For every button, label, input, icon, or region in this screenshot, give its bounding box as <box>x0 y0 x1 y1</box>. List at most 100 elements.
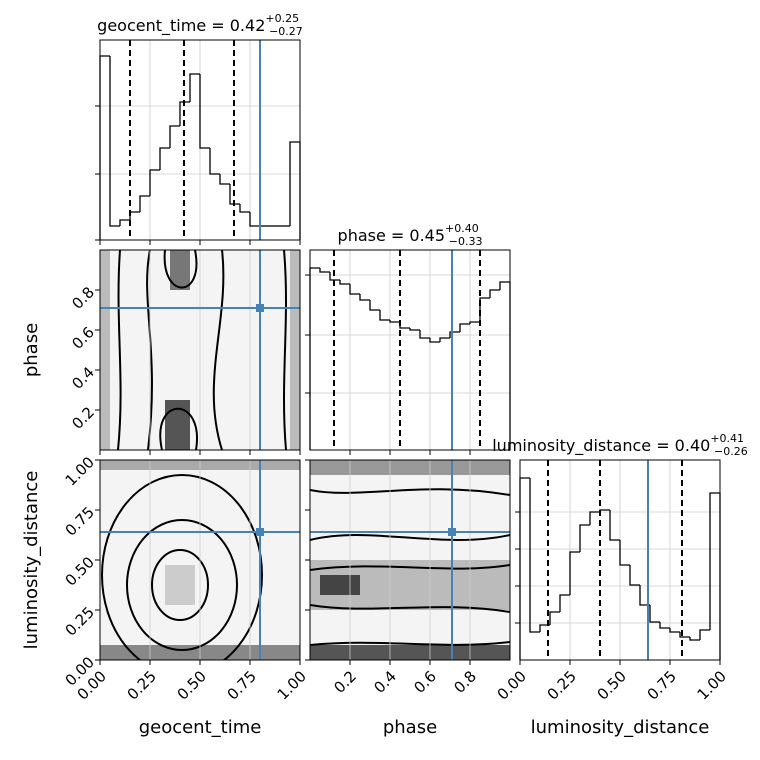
histogram-bin <box>699 629 710 640</box>
x-tick-label: 0.25 <box>124 667 160 703</box>
x-axis-label: phase <box>383 717 437 738</box>
y-tick-label: 1.00 <box>62 453 98 489</box>
histogram-bin <box>329 272 340 281</box>
histogram-bin <box>179 101 190 126</box>
histogram-bin <box>579 524 590 552</box>
histogram-bin <box>539 624 550 632</box>
x-tick-label: 1.00 <box>694 667 730 703</box>
x-tick-label: 0.00 <box>494 667 530 703</box>
histogram-bin <box>129 211 140 220</box>
histogram-bin <box>149 169 160 196</box>
histogram-bin <box>379 310 390 321</box>
x-tick-label: 0.50 <box>174 667 210 703</box>
panel-frame <box>99 39 301 241</box>
histogram-bin <box>159 147 170 170</box>
title-sub: −0.26 <box>714 445 748 458</box>
x-tick-label: 0.8 <box>450 667 480 697</box>
histogram-bin <box>359 294 370 301</box>
histogram-bin <box>339 280 350 285</box>
histogram-bin <box>209 148 220 175</box>
title-main: geocent_time = 0.42 <box>97 16 265 36</box>
histogram-bin <box>289 141 301 240</box>
histogram-bin <box>439 337 450 342</box>
panel-frame <box>519 459 721 661</box>
histogram-bin <box>229 184 240 205</box>
x-tick-label: 0.4 <box>370 667 400 697</box>
histogram-bin <box>419 330 430 339</box>
title-sub: −0.27 <box>269 25 303 38</box>
x-tick-label: 0.2 <box>330 667 360 697</box>
y-tick-label: 0.6 <box>68 323 98 353</box>
y-tick-label: 0.8 <box>68 283 98 313</box>
histogram-bin <box>619 540 630 566</box>
histogram-bin <box>519 477 530 660</box>
histogram-bin <box>369 300 380 311</box>
x-tick-label: 0.25 <box>544 667 580 703</box>
histogram-bin <box>309 267 320 450</box>
density-decoration <box>310 460 510 660</box>
histogram-bin <box>459 323 470 332</box>
x-axis-label: geocent_time <box>139 717 262 738</box>
truth-marker <box>256 528 264 536</box>
histogram-bin <box>689 637 700 641</box>
histogram-bin <box>109 56 120 227</box>
histogram-bin <box>709 492 721 660</box>
panel-title: luminosity_distance = 0.40+0.41 −0.26 <box>492 432 748 458</box>
histogram-bin <box>639 585 650 606</box>
x-tick-label: 1.00 <box>274 667 310 703</box>
histogram-bin <box>349 284 360 295</box>
title-main: luminosity_distance = 0.40 <box>492 436 710 456</box>
panel-frame <box>99 459 301 661</box>
histogram-bin <box>119 219 130 226</box>
title-sub: −0.33 <box>449 235 483 248</box>
x-tick-label: 0.50 <box>594 667 630 703</box>
histogram-bin <box>629 565 640 586</box>
title-main: phase = 0.45 <box>338 226 445 245</box>
x-axis-label: luminosity_distance <box>531 717 710 738</box>
histogram-bin <box>559 594 570 612</box>
x-tick-label: 0.6 <box>410 667 440 697</box>
x-tick-label: 0.75 <box>224 667 260 703</box>
histogram-bin <box>399 322 410 329</box>
histogram-bin <box>219 174 230 185</box>
histogram-bin <box>489 289 500 298</box>
histogram-bin <box>669 628 680 633</box>
truth-marker <box>448 528 456 536</box>
title-sup: +0.40 <box>445 222 479 235</box>
histogram-bin <box>449 331 460 338</box>
y-axis-label: phase <box>21 323 42 377</box>
title-sup: +0.25 <box>265 12 299 25</box>
histogram-bin <box>319 268 330 273</box>
title-sup: +0.41 <box>710 432 744 445</box>
histogram-bin <box>549 611 560 625</box>
panel-frame <box>99 249 301 451</box>
panel-title: phase = 0.45+0.40 −0.33 <box>338 222 483 248</box>
histogram-bin <box>569 551 580 595</box>
histogram-bin <box>679 632 690 638</box>
histogram-bin <box>139 195 150 212</box>
histogram-bin <box>469 321 480 324</box>
y-tick-label: 0.50 <box>62 553 98 589</box>
histogram-bin <box>239 204 250 213</box>
y-tick-label: 0.2 <box>68 403 98 433</box>
panel-frame <box>309 459 511 661</box>
histogram-bin <box>169 125 180 148</box>
histogram-bin <box>609 510 620 541</box>
histogram-bin <box>99 55 110 240</box>
y-axis-label: luminosity_distance <box>21 471 42 650</box>
histogram-bin <box>589 511 600 525</box>
histogram-bin <box>389 320 400 323</box>
histogram-bin <box>249 212 260 227</box>
histogram-bin <box>429 338 440 343</box>
histogram-bin <box>499 281 511 450</box>
x-tick-label: 0.75 <box>644 667 680 703</box>
y-tick-label: 0.75 <box>62 503 98 539</box>
panel-title: geocent_time = 0.42+0.25 −0.27 <box>97 12 303 38</box>
y-tick-label: 0.4 <box>68 363 98 393</box>
histogram-bin <box>649 605 660 623</box>
y-tick-label: 0.25 <box>62 603 98 639</box>
histogram-bin <box>189 73 200 102</box>
histogram-bin <box>409 328 420 331</box>
